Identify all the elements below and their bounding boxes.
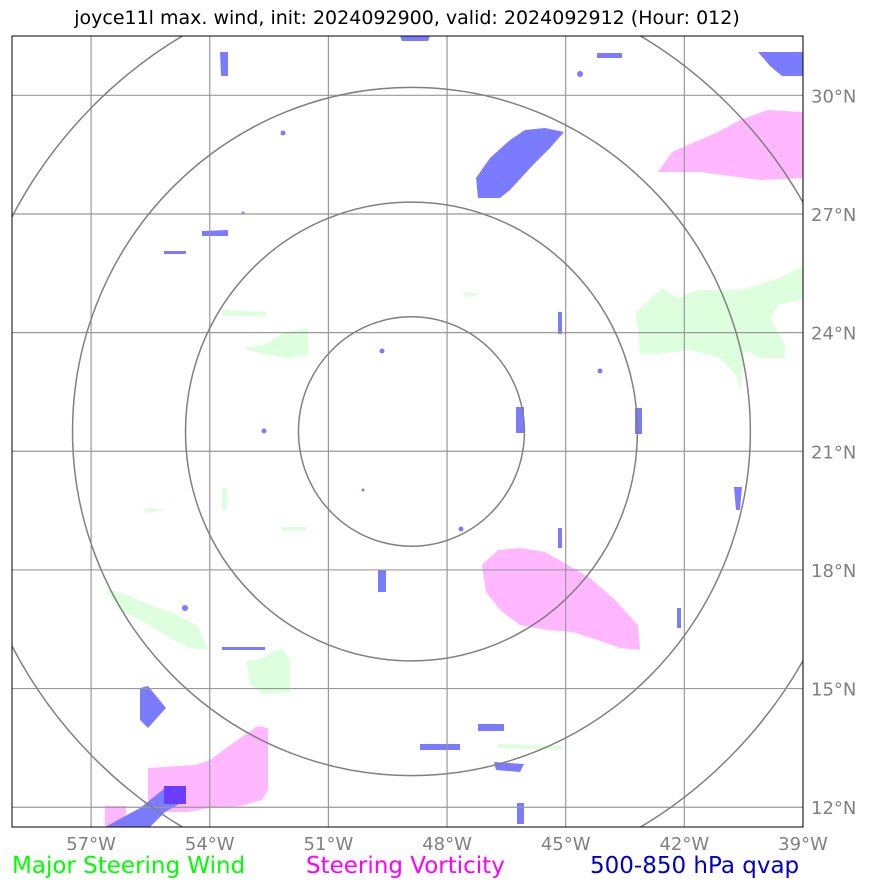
wind-area: [105, 588, 208, 650]
wind-area: [142, 508, 166, 513]
qvap-area: [597, 53, 622, 58]
qvap-area: [164, 786, 186, 804]
latitude-tick-label: 27°N: [811, 205, 856, 226]
longitude-tick-label: 45°W: [541, 834, 591, 855]
vorticity-area: [482, 548, 640, 650]
latitude-tick-labels: 30°N 27°N 24°N 21°N 18°N 15°N 12°N: [811, 86, 856, 819]
qvap-area: [420, 744, 460, 750]
field-shading: [105, 36, 803, 827]
qvap-area: [758, 52, 803, 76]
range-ring: [297, 316, 526, 547]
wind-area: [282, 527, 306, 531]
longitude-tick-labels: 57°W 54°W 51°W 48°W 45°W 42°W 39°W: [66, 834, 828, 855]
longitude-tick-label: 48°W: [422, 834, 472, 855]
wind-area: [498, 744, 562, 750]
latitude-tick-label: 18°N: [811, 561, 856, 582]
map-title: joyce11l max. wind, init: 2024092900, va…: [74, 7, 740, 29]
qvap-area: [476, 128, 564, 198]
wind-area: [246, 648, 290, 694]
wind-area: [222, 310, 266, 316]
qvap-area: [222, 647, 265, 650]
latitude-tick-label: 24°N: [811, 324, 856, 345]
qvap-dot: [597, 368, 603, 374]
wind-area: [242, 328, 308, 358]
latitude-tick-label: 21°N: [811, 442, 856, 463]
qvap-dot: [182, 605, 188, 611]
legend-qvap: 500-850 hPa qvap: [590, 853, 800, 879]
graticule: [12, 36, 803, 827]
plot-frame: [11, 35, 804, 828]
legend-steering-vorticity: Steering Vorticity: [306, 853, 505, 879]
qvap-dot: [458, 526, 464, 532]
longitude-tick-label: 39°W: [778, 834, 828, 855]
qvap-area: [378, 570, 386, 592]
longitude-tick-label: 51°W: [304, 834, 354, 855]
latitude-tick-label: 30°N: [811, 86, 856, 107]
qvap-dot: [379, 348, 385, 354]
qvap-dot: [280, 130, 286, 136]
qvap-area: [494, 762, 524, 772]
qvap-area: [400, 36, 430, 41]
range-ring: [184, 201, 639, 662]
latitude-tick-label: 12°N: [811, 798, 856, 819]
qvap-area: [478, 724, 504, 731]
qvap-dot: [361, 488, 365, 492]
qvap-area: [164, 251, 186, 254]
qvap-area: [558, 312, 562, 334]
qvap-dot: [577, 71, 583, 77]
legend-steering-wind: Major Steering Wind: [12, 853, 246, 879]
qvap-area: [220, 52, 228, 76]
qvap-area: [202, 230, 228, 236]
vorticity-area: [658, 110, 803, 180]
longitude-tick-label: 42°W: [659, 834, 709, 855]
longitude-tick-label: 57°W: [66, 834, 116, 855]
qvap-area: [516, 407, 524, 433]
qvap-area: [677, 608, 681, 628]
longitude-tick-label: 54°W: [185, 834, 235, 855]
wind-area: [636, 266, 803, 392]
qvap-area: [140, 686, 166, 728]
qvap-dot: [261, 428, 267, 434]
wind-area: [460, 292, 482, 297]
wind-area: [222, 488, 227, 510]
latitude-tick-label: 15°N: [811, 680, 856, 701]
range-ring: [71, 86, 752, 777]
qvap-area: [517, 803, 524, 824]
qvap-area: [734, 487, 742, 510]
qvap-area: [558, 528, 562, 548]
